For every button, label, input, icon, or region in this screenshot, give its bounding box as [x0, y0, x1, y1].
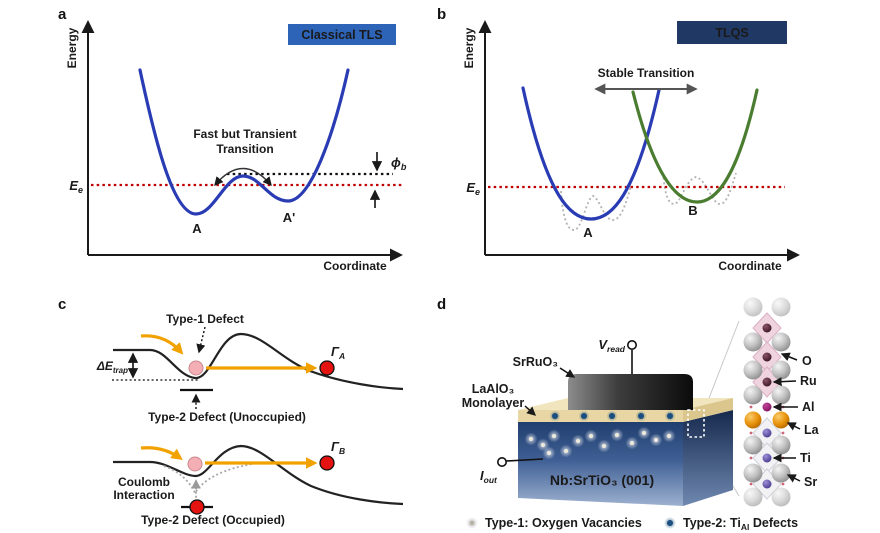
- panel-a-letter: a: [58, 6, 67, 23]
- substrate-right-face: [683, 410, 733, 506]
- trapped-carrier-top: [188, 360, 204, 376]
- panel-a: Classical TLS Energy Coordinate Fast but…: [65, 20, 407, 273]
- type1-vacancy-dots: [524, 426, 676, 460]
- electrode-pointer: [559, 367, 576, 378]
- atom-label-ti: Ti: [800, 451, 811, 465]
- trap-depth-label: ΔEtrap: [96, 359, 128, 375]
- legend-type1-label: Type-1: Oxygen Vacancies: [485, 516, 642, 530]
- trapped-carrier-bottom: [187, 456, 203, 472]
- panel-b-energy-level-label: Ee: [466, 180, 480, 197]
- substrate-label: Nb:SrTiO₃ (001): [550, 472, 654, 488]
- classical-tls-badge: [288, 24, 396, 45]
- type1-defect-label: Type-1 Defect: [166, 312, 244, 326]
- state-a-label: A: [192, 221, 202, 236]
- monolayer-label-line1: LaAlO₃: [472, 382, 515, 396]
- monolayer-front-face: [518, 410, 683, 422]
- carrier-capture-arrow-top: [140, 334, 184, 355]
- iout-terminal: [496, 457, 507, 468]
- type2-defect-dots: [549, 410, 676, 422]
- atomic-structure-inset: O Ru Al La Ti Sr: [743, 297, 820, 507]
- electrode-label: SrRuO₃: [513, 355, 559, 369]
- transient-annotation-line2: Transition: [216, 142, 273, 156]
- coulomb-label-line1: Coulomb: [118, 475, 170, 489]
- hidden-double-well-a: [560, 185, 632, 231]
- type2-occupied-label: Type-2 Defect (Occupied): [141, 513, 285, 527]
- monolayer-right-face: [683, 398, 733, 422]
- atom-label-ru: Ru: [800, 374, 817, 388]
- free-carrier-bottom: [319, 455, 335, 471]
- atom-label-sr: Sr: [804, 475, 817, 489]
- state-a-label-b: A: [583, 225, 593, 240]
- panel-c-letter: c: [58, 296, 67, 313]
- tlqs-badge: [677, 21, 787, 44]
- hidden-double-well-b: [662, 172, 737, 205]
- tlqs-badge-label: TLQS: [715, 26, 748, 40]
- panel-a-y-axis-label: Energy: [65, 27, 79, 68]
- parabola-a: [521, 86, 661, 221]
- emission-rate-a-label: ΓA: [331, 344, 345, 361]
- inset-connector-top: [703, 320, 740, 412]
- panel-b-y-axis-label: Energy: [462, 27, 476, 68]
- center-atom-spheres: [762, 323, 772, 489]
- panel-a-x-axis-label: Coordinate: [323, 259, 387, 273]
- band-profile-occupied: [113, 444, 404, 506]
- state-a-prime-label: A': [283, 210, 295, 225]
- free-carrier-top: [319, 360, 335, 376]
- atom-label-o: O: [802, 354, 812, 368]
- panel-d: Vread SrRuO₃ LaAlO₃ Monolayer Iout Nb:Sr…: [462, 297, 820, 532]
- iout-lead: [505, 458, 544, 462]
- lanthanum-spheres: [744, 411, 790, 429]
- stable-transition-label: Stable Transition: [598, 66, 695, 80]
- monolayer-label-line2: Monolayer: [462, 396, 525, 410]
- carrier-capture-arrow-bottom: [140, 446, 183, 460]
- state-b-label: B: [688, 203, 697, 218]
- transient-annotation-line1: Fast but Transient: [193, 127, 296, 141]
- parabola-b: [631, 88, 759, 204]
- panel-b-x-axis-label: Coordinate: [718, 259, 782, 273]
- substrate-front-face: [518, 422, 683, 506]
- gray-atom-spheres: [743, 297, 791, 507]
- legend: Type-1: Oxygen Vacancies Type-2: TiAl De…: [466, 516, 798, 532]
- vread-label: Vread: [598, 337, 625, 354]
- double-well-curve: [138, 68, 350, 216]
- coulomb-label-line2: Interaction: [113, 488, 174, 502]
- type1-defect-pointer: [196, 326, 206, 354]
- classical-tls-badge-label: Classical TLS: [301, 28, 382, 42]
- iout-label: Iout: [480, 468, 498, 485]
- energy-level-label: Ee: [69, 178, 83, 195]
- panel-b: TLQS Energy Coordinate Stable Transition…: [462, 20, 800, 273]
- band-profile-unoccupied: [113, 332, 404, 391]
- atom-label-la: La: [804, 423, 820, 437]
- emission-rate-b-label: ΓB: [331, 439, 345, 456]
- top-electrode: [568, 374, 693, 410]
- vread-terminal: [627, 339, 638, 350]
- panel-b-letter: b: [437, 6, 447, 23]
- legend-type2-label: Type-2: TiAl Defects: [683, 516, 798, 532]
- inset-region-outline: [687, 409, 705, 438]
- legend-type2-icon-core: [667, 520, 673, 526]
- atom-label-al: Al: [802, 400, 815, 414]
- type2-unoccupied-label: Type-2 Defect (Unoccupied): [148, 410, 306, 424]
- atom-label-pointers: [772, 352, 801, 483]
- transient-transition-arrow: [214, 168, 272, 187]
- monolayer-pointer: [524, 405, 537, 416]
- barrier-height-label: ϕb: [391, 155, 407, 172]
- panel-c: ΔEtrap ΓA Type-1 Defect Type-2 Defect (U…: [96, 312, 404, 527]
- legend-type1-icon-core: [470, 521, 474, 525]
- panel-d-letter: d: [437, 296, 447, 313]
- coulomb-deepened-well: [163, 463, 253, 495]
- type2-occupied-charge: [189, 499, 205, 515]
